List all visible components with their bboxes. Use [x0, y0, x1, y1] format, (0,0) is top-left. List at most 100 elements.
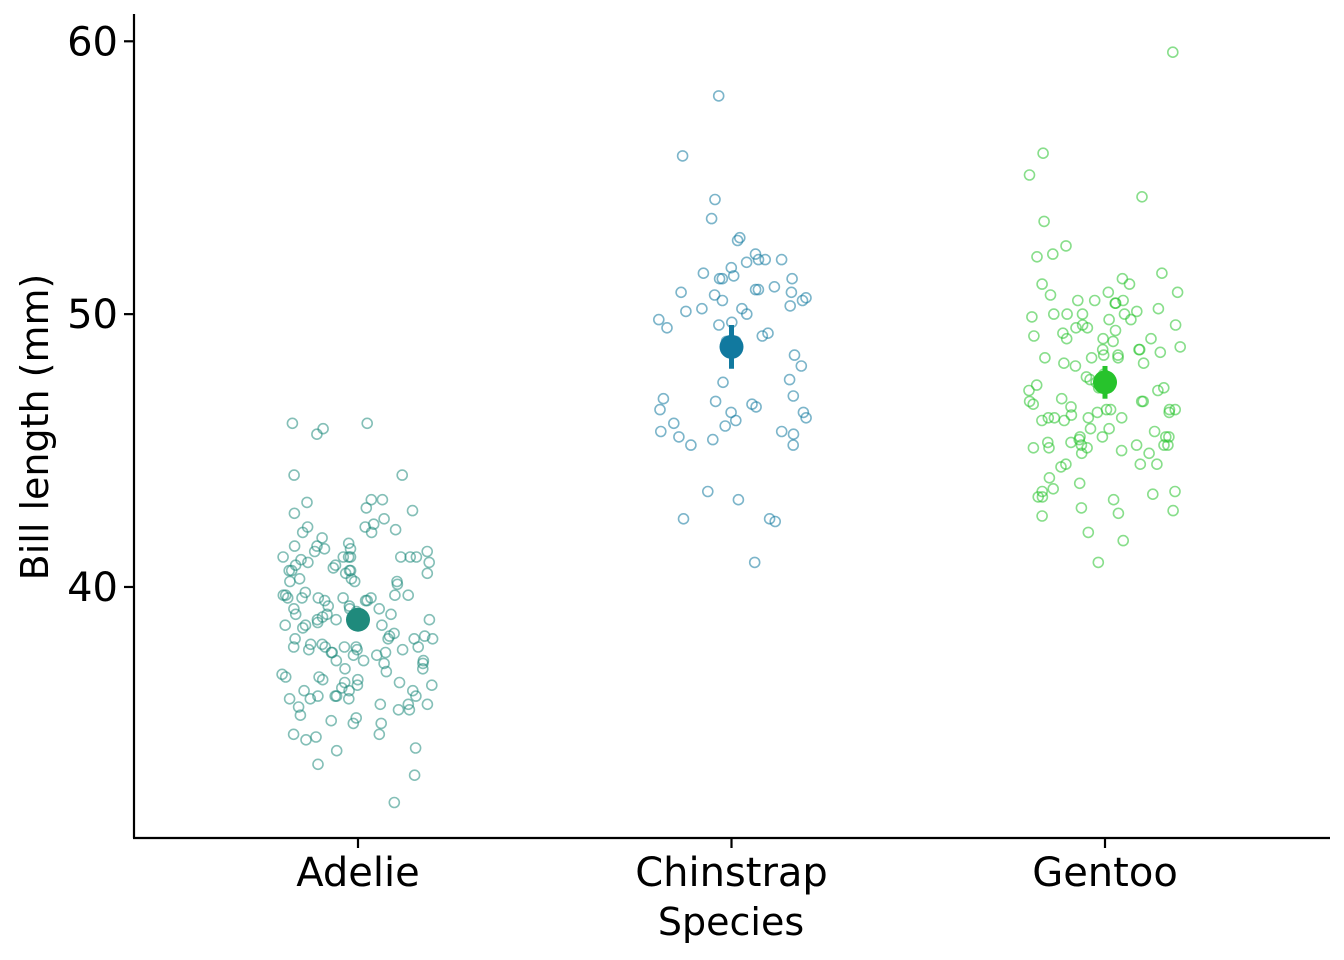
data-point	[426, 632, 439, 645]
data-point	[713, 319, 725, 331]
data-point	[276, 668, 288, 681]
data-point	[1171, 286, 1184, 299]
data-point	[1039, 351, 1051, 364]
data-point	[388, 796, 401, 809]
data-point	[396, 469, 409, 481]
data-point	[1036, 414, 1048, 427]
data-point	[725, 261, 738, 274]
data-point	[1070, 321, 1082, 334]
data-point	[288, 540, 301, 552]
data-point	[1117, 294, 1129, 307]
data-point	[1158, 381, 1170, 394]
mean-point	[346, 607, 370, 632]
data-point	[1023, 169, 1036, 181]
data-point	[310, 731, 322, 743]
data-point	[1038, 215, 1050, 228]
data-point	[701, 485, 714, 498]
data-point	[1058, 414, 1070, 427]
data-point	[788, 349, 801, 361]
data-point	[284, 575, 296, 588]
data-point	[301, 496, 313, 509]
data-point	[425, 679, 438, 692]
data-point	[731, 234, 744, 247]
data-point	[293, 572, 306, 585]
data-point	[696, 302, 708, 315]
data-point	[312, 690, 324, 702]
data-point	[300, 733, 312, 746]
data-point	[1136, 191, 1148, 203]
data-point	[676, 150, 689, 162]
data-point	[294, 709, 307, 722]
data-point	[408, 632, 421, 645]
data-point	[680, 305, 692, 318]
x-axis-title: Species	[658, 900, 804, 944]
data-point	[421, 545, 434, 558]
data-point	[1088, 294, 1101, 307]
data-point	[322, 600, 335, 612]
data-point	[1036, 485, 1048, 498]
data-point	[1156, 267, 1168, 280]
data-point	[1074, 431, 1086, 443]
data-point	[288, 469, 300, 481]
data-point	[351, 673, 364, 686]
data-point	[749, 248, 762, 260]
data-point	[763, 512, 776, 525]
data-point	[1102, 286, 1115, 299]
data-point	[287, 728, 300, 741]
data-point	[1036, 278, 1048, 290]
data-point	[708, 289, 721, 301]
data-point	[330, 690, 343, 702]
data-point	[1060, 458, 1072, 471]
data-point	[361, 417, 374, 430]
data-point	[392, 703, 405, 716]
data-point	[404, 551, 417, 563]
data-point	[795, 360, 808, 372]
data-point	[1061, 308, 1073, 320]
data-point	[1148, 425, 1161, 438]
data-point	[1085, 351, 1098, 364]
mean-point	[719, 334, 744, 359]
data-point	[1143, 447, 1155, 460]
data-point	[389, 523, 402, 536]
data-point	[1169, 485, 1181, 498]
data-point	[709, 193, 721, 206]
data-point	[713, 272, 726, 285]
data-point	[732, 493, 745, 506]
data-point	[1023, 395, 1036, 408]
data-point	[348, 575, 361, 588]
data-point	[673, 431, 685, 443]
data-point	[1125, 313, 1137, 326]
data-point	[1147, 488, 1159, 501]
data-point	[1107, 493, 1120, 506]
data-point	[1047, 248, 1059, 260]
data-point	[1082, 526, 1095, 539]
data-point	[367, 518, 380, 531]
data-point	[1072, 294, 1084, 307]
data-point	[1036, 510, 1048, 522]
data-point	[709, 395, 722, 408]
data-point	[705, 212, 718, 225]
data-point	[1096, 343, 1109, 356]
data-point	[402, 698, 415, 711]
data-point	[339, 662, 351, 675]
data-point	[373, 728, 386, 741]
data-point	[736, 302, 748, 315]
data-point	[344, 542, 357, 555]
data-point	[752, 253, 765, 266]
data-point	[283, 692, 296, 705]
data-point	[391, 575, 403, 588]
data-point	[1133, 343, 1145, 356]
data-point	[727, 270, 740, 282]
data-point	[748, 556, 761, 569]
data-point	[1116, 272, 1129, 285]
data-point	[1169, 319, 1182, 331]
data-point	[1104, 403, 1117, 416]
data-point	[1060, 240, 1072, 252]
data-point	[1081, 321, 1094, 334]
data-point	[1130, 439, 1143, 451]
data-point	[378, 512, 390, 525]
mean-summary-layer	[346, 325, 1117, 632]
data-point	[301, 521, 314, 533]
data-point	[329, 559, 342, 572]
data-point	[302, 556, 314, 569]
